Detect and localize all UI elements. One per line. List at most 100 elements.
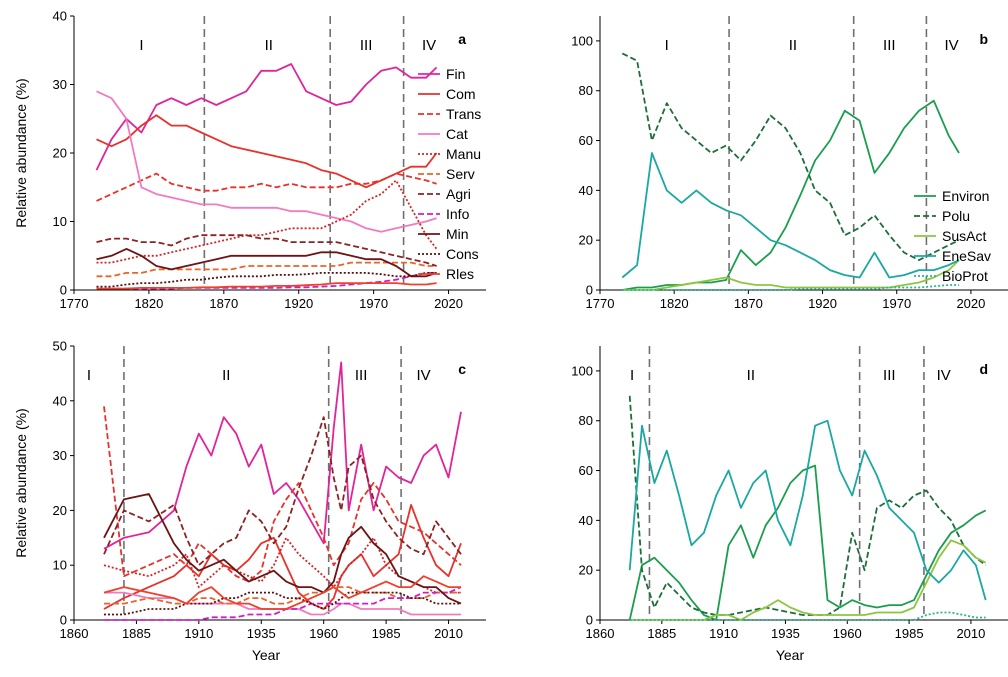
y-tick-label: 40 bbox=[53, 9, 67, 24]
panel-d: 0 20 40 60 80 100 1860 1885 1910 1935 1960 1985 2010… bbox=[571, 346, 1008, 663]
x-tick-label: 1870 bbox=[734, 296, 763, 311]
x-tick-label: 1820 bbox=[660, 296, 689, 311]
series-line-fin bbox=[103, 361, 462, 550]
legend-label: BioProt bbox=[942, 268, 988, 284]
series-line-polu bbox=[621, 52, 960, 262]
panel-c: 0 10 20 30 40 50 1860 1885 1910 1935 1960 1985 2010 R… bbox=[13, 339, 486, 663]
legend-label: Environ bbox=[942, 188, 989, 204]
y-tick-label: 100 bbox=[571, 363, 593, 378]
legend-label: Min bbox=[446, 226, 469, 242]
y-tick-label: 0 bbox=[60, 283, 67, 298]
series-line-enesav bbox=[628, 419, 987, 601]
series-line-susact bbox=[622, 259, 960, 291]
period-label: I bbox=[665, 37, 669, 54]
y-tick-label: 40 bbox=[579, 183, 593, 198]
period-label: IV bbox=[422, 37, 436, 54]
legend-label: Com bbox=[446, 86, 476, 102]
y-tick-label: 40 bbox=[53, 393, 67, 408]
y-tick-label: 80 bbox=[579, 83, 593, 98]
legend-label: Serv bbox=[446, 166, 475, 182]
series-line-cons bbox=[104, 591, 461, 616]
x-tick-label: 1970 bbox=[882, 296, 911, 311]
panel-letter: d bbox=[979, 361, 988, 377]
series-line-rles bbox=[96, 282, 437, 290]
x-tick-label: 2020 bbox=[956, 296, 985, 311]
period-label: II bbox=[747, 367, 755, 384]
legend-label: EneSav bbox=[942, 248, 991, 264]
x-tick-label: 1820 bbox=[134, 296, 163, 311]
period-label: I bbox=[87, 367, 91, 384]
x-tick-label: 1960 bbox=[833, 626, 862, 641]
series-line-manu bbox=[96, 179, 438, 264]
series-line-trans bbox=[103, 406, 462, 583]
period-label: IV bbox=[937, 367, 951, 384]
x-axis-title: Year bbox=[252, 647, 281, 663]
y-tick-label: 40 bbox=[579, 513, 593, 528]
series-line-serv bbox=[104, 586, 461, 605]
series-line-trans bbox=[96, 172, 437, 202]
period-label: IV bbox=[945, 37, 959, 54]
y-tick-label: 60 bbox=[579, 133, 593, 148]
period-label: IV bbox=[416, 367, 430, 384]
panel-a: 0 10 20 30 40 1770 1820 1870 1920 1970 2020 Relativ… bbox=[13, 9, 486, 311]
y-tick-label: 0 bbox=[60, 613, 67, 628]
x-tick-label: 1910 bbox=[709, 626, 738, 641]
series-line-com bbox=[103, 503, 462, 610]
legend-label: Agri bbox=[446, 186, 471, 202]
x-axis-title: Year bbox=[776, 647, 805, 663]
period-label: III bbox=[355, 367, 368, 384]
legend-label: Manu bbox=[446, 146, 481, 162]
series-line-agri bbox=[96, 234, 437, 267]
period-label: III bbox=[883, 37, 896, 54]
legend-label: Info bbox=[446, 206, 470, 222]
period-label: III bbox=[360, 37, 373, 54]
y-tick-label: 20 bbox=[579, 563, 593, 578]
y-tick-label: 100 bbox=[571, 33, 593, 48]
period-label: II bbox=[222, 367, 230, 384]
legend-label: Trans bbox=[446, 106, 481, 122]
x-tick-label: 1870 bbox=[209, 296, 238, 311]
series-line-fin bbox=[95, 63, 438, 171]
y-tick-label: 20 bbox=[53, 503, 67, 518]
x-tick-label: 1985 bbox=[895, 626, 924, 641]
x-tick-label: 1960 bbox=[309, 626, 338, 641]
x-tick-label: 1985 bbox=[372, 626, 401, 641]
y-tick-label: 30 bbox=[53, 448, 67, 463]
x-tick-label: 1935 bbox=[771, 626, 800, 641]
x-tick-label: 1910 bbox=[184, 626, 213, 641]
series-line-agri bbox=[103, 416, 462, 567]
x-tick-label: 1920 bbox=[808, 296, 837, 311]
series-line-serv bbox=[96, 261, 437, 278]
series-line-susact bbox=[629, 539, 987, 621]
y-axis-title: Relative abundance (%) bbox=[13, 408, 29, 557]
y-tick-label: 0 bbox=[586, 283, 593, 298]
x-tick-label: 1920 bbox=[284, 296, 313, 311]
series-line-cat bbox=[104, 591, 461, 616]
x-tick-label: 1885 bbox=[122, 626, 151, 641]
y-tick-label: 60 bbox=[579, 463, 593, 478]
y-tick-label: 0 bbox=[586, 613, 593, 628]
y-tick-label: 50 bbox=[53, 339, 67, 354]
series-line-bioprot bbox=[622, 284, 959, 291]
y-tick-label: 30 bbox=[53, 77, 67, 92]
period-label: II bbox=[789, 37, 797, 54]
x-tick-label: 2020 bbox=[434, 296, 463, 311]
legend-label: Fin bbox=[446, 66, 465, 82]
y-tick-label: 10 bbox=[53, 214, 67, 229]
series-line-info bbox=[104, 586, 462, 621]
series-line-cat bbox=[96, 90, 437, 233]
series-line-rles bbox=[103, 575, 461, 610]
y-tick-label: 20 bbox=[579, 233, 593, 248]
x-tick-label: 1770 bbox=[586, 296, 615, 311]
x-tick-label: 1860 bbox=[586, 626, 615, 641]
x-tick-label: 2010 bbox=[434, 626, 463, 641]
legend-label: Rles bbox=[446, 266, 474, 282]
x-tick-label: 1770 bbox=[60, 296, 89, 311]
series-line-polu bbox=[628, 395, 987, 616]
x-tick-label: 1885 bbox=[647, 626, 676, 641]
legend-label: SusAct bbox=[942, 228, 986, 244]
legend-label: Cat bbox=[446, 126, 468, 142]
period-label: I bbox=[630, 367, 634, 384]
panel-letter: b bbox=[979, 31, 988, 47]
